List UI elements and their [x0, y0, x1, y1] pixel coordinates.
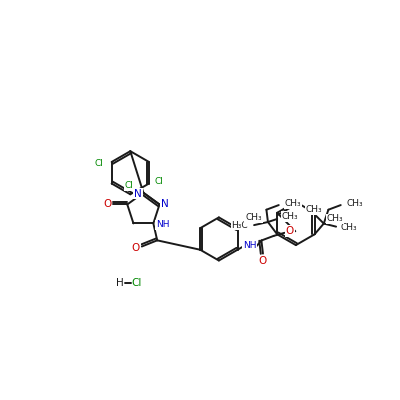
- Text: Cl: Cl: [131, 278, 142, 288]
- Text: N: N: [161, 199, 169, 209]
- Text: CH₃: CH₃: [285, 199, 302, 208]
- Text: CH₃: CH₃: [282, 212, 298, 221]
- Text: H₃C: H₃C: [231, 221, 248, 230]
- Text: CH₃: CH₃: [347, 199, 364, 208]
- Text: CH₃: CH₃: [306, 205, 322, 214]
- Text: O: O: [259, 256, 267, 266]
- Text: O: O: [132, 243, 140, 253]
- Text: CH₃: CH₃: [327, 214, 344, 224]
- Text: Cl: Cl: [124, 181, 133, 190]
- Text: O: O: [103, 200, 111, 210]
- Text: H: H: [116, 278, 124, 288]
- Text: Cl: Cl: [154, 178, 164, 186]
- Text: CH₃: CH₃: [341, 223, 357, 232]
- Text: NH: NH: [156, 220, 169, 230]
- Text: Cl: Cl: [95, 159, 104, 168]
- Text: O: O: [286, 226, 294, 236]
- Text: CH₃: CH₃: [245, 213, 262, 222]
- Text: NH: NH: [243, 241, 257, 250]
- Text: N: N: [134, 188, 142, 198]
